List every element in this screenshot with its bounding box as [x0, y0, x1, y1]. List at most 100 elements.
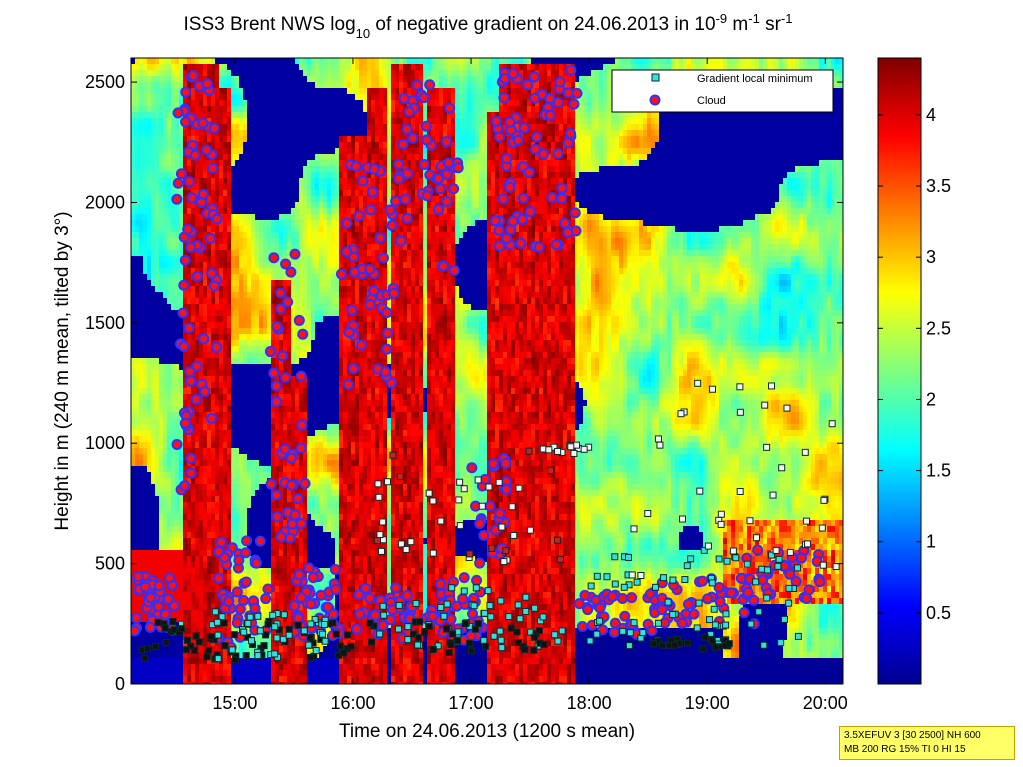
heatmap-cell: [219, 448, 224, 455]
heatmap-cell: [183, 568, 188, 575]
heatmap-cell: [167, 58, 172, 65]
heatmap-cell: [167, 358, 172, 365]
heatmap-cell: [267, 244, 272, 251]
heatmap-cell: [259, 232, 264, 239]
heatmap-cell: [183, 316, 188, 323]
heatmap-cell: [187, 394, 192, 401]
heatmap-cell: [187, 652, 192, 659]
heatmap-cell: [263, 484, 268, 491]
heatmap-cell: [151, 190, 156, 197]
heatmap-cell: [303, 124, 308, 131]
heatmap-cell: [295, 106, 300, 113]
heatmap-cell: [315, 184, 320, 191]
heatmap-cell: [275, 298, 280, 305]
heatmap-cell: [159, 202, 164, 209]
heatmap-cell: [271, 268, 276, 275]
heatmap-cell: [151, 262, 156, 269]
heatmap-cell: [243, 358, 248, 365]
heatmap-cell: [291, 274, 296, 281]
heatmap-cell: [211, 112, 216, 119]
heatmap-cell: [215, 508, 220, 515]
heatmap-cell: [151, 184, 156, 191]
heatmap-cell: [315, 334, 320, 341]
heatmap-cell: [303, 490, 308, 497]
heatmap-cell: [203, 394, 208, 401]
heatmap-cell: [223, 280, 228, 287]
heatmap-cell: [159, 472, 164, 479]
heatmap-cell: [147, 208, 152, 215]
heatmap-cell: [199, 100, 204, 107]
heatmap-cell: [139, 418, 144, 425]
heatmap-cell: [227, 172, 232, 179]
heatmap-cell: [255, 124, 260, 131]
heatmap-cell: [287, 334, 292, 341]
heatmap-cell: [171, 508, 176, 515]
heatmap-cell: [231, 208, 236, 215]
heatmap-cell: [275, 376, 280, 383]
heatmap-cell: [239, 658, 244, 665]
heatmap-cell: [139, 88, 144, 95]
heatmap-cell: [143, 322, 148, 329]
heatmap-cell: [163, 274, 168, 281]
heatmap-cell: [307, 334, 312, 341]
heatmap-cell: [263, 124, 268, 131]
heatmap-cell: [275, 94, 280, 101]
heatmap-cell: [263, 442, 268, 449]
heatmap-cell: [299, 226, 304, 233]
heatmap-cell: [223, 256, 228, 263]
heatmap-cell: [215, 490, 220, 497]
heatmap-cell: [227, 424, 232, 431]
heatmap-cell: [159, 280, 164, 287]
heatmap-cell: [243, 568, 248, 575]
heatmap-cell: [139, 544, 144, 551]
heatmap-cell: [275, 190, 280, 197]
heatmap-cell: [139, 316, 144, 323]
heatmap-cell: [171, 250, 176, 257]
heatmap-cell: [207, 286, 212, 293]
heatmap-cell: [275, 316, 280, 323]
heatmap-cell: [167, 406, 172, 413]
heatmap-cell: [319, 58, 324, 65]
heatmap-cell: [151, 526, 156, 533]
heatmap-cell: [207, 130, 212, 137]
heatmap-cell: [291, 106, 296, 113]
heatmap-cell: [315, 238, 320, 245]
heatmap-cell: [211, 580, 216, 587]
heatmap-cell: [291, 166, 296, 173]
heatmap-cell: [143, 238, 148, 245]
heatmap-cell: [159, 466, 164, 473]
heatmap-cell: [255, 208, 260, 215]
heatmap-cell: [171, 256, 176, 263]
heatmap-cell: [211, 400, 216, 407]
heatmap-cell: [303, 676, 308, 683]
heatmap-cell: [299, 436, 304, 443]
heatmap-cell: [263, 64, 268, 71]
heatmap-cell: [167, 472, 172, 479]
heatmap-cell: [215, 682, 220, 684]
heatmap-cell: [235, 208, 240, 215]
heatmap-cell: [215, 244, 220, 251]
heatmap-cell: [155, 310, 160, 317]
heatmap-cell: [299, 244, 304, 251]
heatmap-cell: [183, 610, 188, 617]
heatmap-cell: [195, 130, 200, 137]
heatmap-cell: [271, 166, 276, 173]
heatmap-cell: [247, 244, 252, 251]
heatmap-cell: [199, 358, 204, 365]
heatmap-cell: [131, 298, 136, 305]
heatmap-cell: [215, 400, 220, 407]
heatmap-cell: [251, 334, 256, 341]
heatmap-cell: [267, 154, 272, 161]
heatmap-cell: [135, 136, 140, 143]
heatmap-cell: [311, 298, 316, 305]
heatmap-cell: [251, 448, 256, 455]
heatmap-cell: [151, 118, 156, 125]
heatmap-cell: [187, 436, 192, 443]
heatmap-cell: [163, 220, 168, 227]
heatmap-cell: [251, 256, 256, 263]
heatmap-cell: [167, 244, 172, 251]
heatmap-cell: [255, 406, 260, 413]
heatmap-cell: [191, 346, 196, 353]
heatmap-cell: [203, 316, 208, 323]
